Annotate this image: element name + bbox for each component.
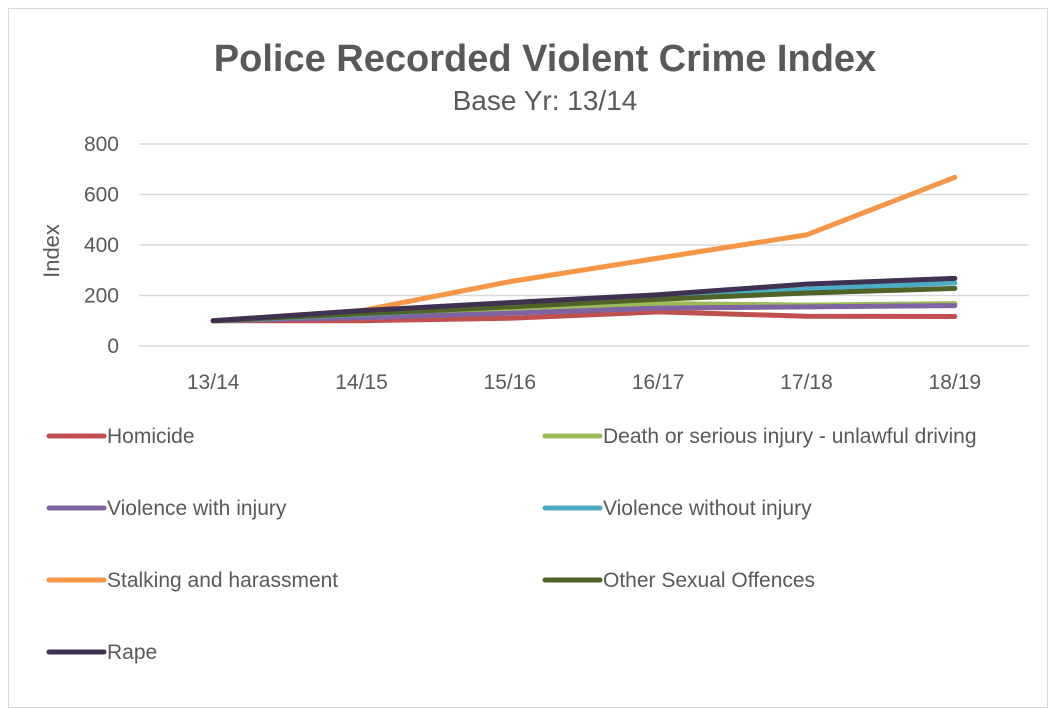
axis-ticks: 0 200 400 600 800 13/14 14/15 15/16 16/17 17/18 18… bbox=[84, 133, 981, 394]
y-axis-label: Index bbox=[39, 224, 64, 278]
series-lines bbox=[210, 174, 958, 324]
series-line-6 bbox=[210, 275, 958, 324]
series-line-2 bbox=[210, 303, 958, 324]
legend-label: Other Sexual Offences bbox=[603, 569, 815, 592]
legend-label: Rape bbox=[107, 641, 157, 664]
legend: Homicide Death or serious injury - unlawf… bbox=[46, 425, 977, 664]
x-tick-label: 13/14 bbox=[187, 371, 240, 394]
legend-label: Stalking and harassment bbox=[107, 569, 338, 592]
y-tick-label: 400 bbox=[84, 234, 119, 257]
x-tick-label: 18/19 bbox=[929, 371, 982, 394]
x-tick-label: 17/18 bbox=[780, 371, 833, 394]
x-tick-label: 15/16 bbox=[484, 371, 537, 394]
legend-label: Death or serious injury - unlawful drivi… bbox=[603, 425, 977, 448]
series-line-5 bbox=[210, 285, 958, 324]
y-tick-label: 0 bbox=[107, 335, 119, 358]
chart-frame: Police Recorded Violent Crime Index Base… bbox=[8, 8, 1048, 708]
chart-subtitle: Base Yr: 13/14 bbox=[453, 85, 638, 116]
legend-label: Violence without injury bbox=[603, 497, 812, 520]
x-tick-label: 14/15 bbox=[335, 371, 388, 394]
y-tick-label: 600 bbox=[84, 184, 119, 207]
chart-title: Police Recorded Violent Crime Index bbox=[214, 38, 876, 80]
x-tick-label: 16/17 bbox=[632, 371, 685, 394]
y-tick-label: 800 bbox=[84, 133, 119, 156]
y-tick-label: 200 bbox=[84, 285, 119, 308]
gridlines bbox=[139, 143, 1029, 347]
legend-label: Violence with injury bbox=[107, 497, 287, 520]
series-line-0 bbox=[210, 309, 958, 324]
line-chart: Police Recorded Violent Crime Index Base… bbox=[39, 38, 1029, 664]
legend-label: Homicide bbox=[107, 425, 195, 448]
